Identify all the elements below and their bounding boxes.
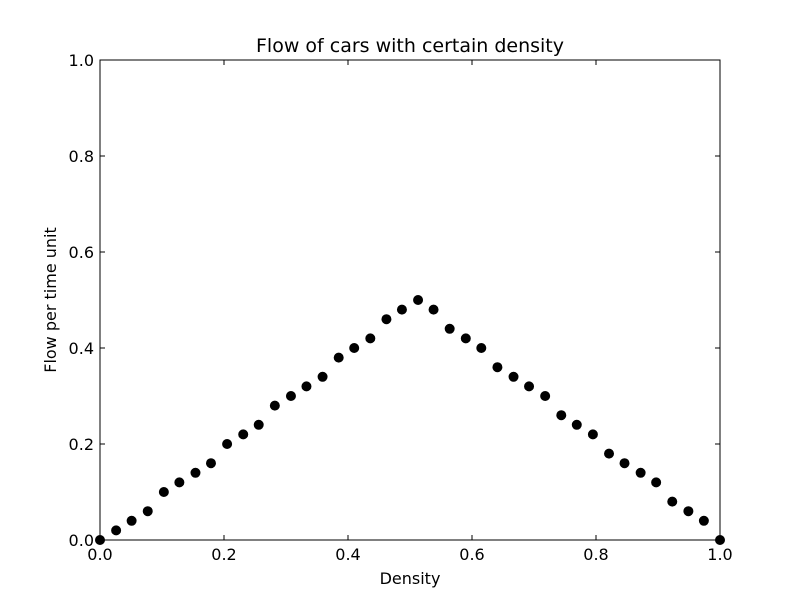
data-point <box>333 352 344 363</box>
tick-layer: 0.0 0.2 0.4 0.6 0.8 1.0 0.0 0.2 0.4 0.6 0.8 1.0 <box>69 51 733 564</box>
data-point <box>635 467 646 478</box>
x-tick-label: 1.0 <box>707 545 732 564</box>
data-point <box>619 458 630 469</box>
data-point <box>476 343 487 353</box>
data-point <box>142 506 153 517</box>
data-point <box>111 525 122 536</box>
chart-title: Flow of cars with certain density <box>256 35 564 57</box>
data-point <box>126 515 137 526</box>
data-point <box>683 506 694 517</box>
data-point <box>381 314 392 325</box>
data-point <box>190 467 201 478</box>
data-point <box>269 400 280 411</box>
data-point <box>524 381 535 392</box>
data-point <box>667 496 678 507</box>
data-point <box>556 410 567 421</box>
data-point <box>396 304 407 315</box>
x-axis-label: Density <box>380 569 441 588</box>
data-point <box>285 391 296 401</box>
data-point <box>444 323 455 334</box>
x-tick-label: 0.0 <box>87 545 112 564</box>
y-tick-label: 0.8 <box>69 147 94 166</box>
data-point <box>317 371 328 382</box>
data-point <box>571 419 582 430</box>
data-point <box>253 419 264 430</box>
data-point <box>413 295 424 305</box>
y-axis-label: Flow per time unit <box>41 227 60 373</box>
y-tick-label: 0.2 <box>69 435 94 454</box>
data-point <box>508 371 519 382</box>
data-point <box>174 477 185 488</box>
data-point <box>428 304 439 315</box>
x-tick-label: 0.8 <box>583 545 608 564</box>
data-point <box>349 343 360 353</box>
y-tick-label: 0.4 <box>69 339 94 358</box>
data-point <box>604 448 615 459</box>
y-tick-label: 0.0 <box>69 531 94 550</box>
data-point <box>460 333 471 344</box>
data-point <box>301 381 312 392</box>
x-tick-label: 0.2 <box>211 545 236 564</box>
data-point <box>698 515 709 526</box>
data-point <box>540 391 551 401</box>
data-point <box>587 429 598 440</box>
data-point <box>365 333 376 344</box>
y-tick-label: 0.6 <box>69 243 94 262</box>
data-point <box>238 429 249 440</box>
data-point <box>651 477 662 488</box>
data-point <box>492 362 503 373</box>
plot-frame <box>99 59 721 541</box>
x-tick-label: 0.6 <box>459 545 484 564</box>
x-tick-label: 0.4 <box>335 545 360 564</box>
data-point <box>205 458 216 469</box>
plot-layer <box>95 295 725 545</box>
y-tick-label: 1.0 <box>69 51 94 70</box>
data-point <box>222 439 233 449</box>
data-point <box>158 487 169 497</box>
